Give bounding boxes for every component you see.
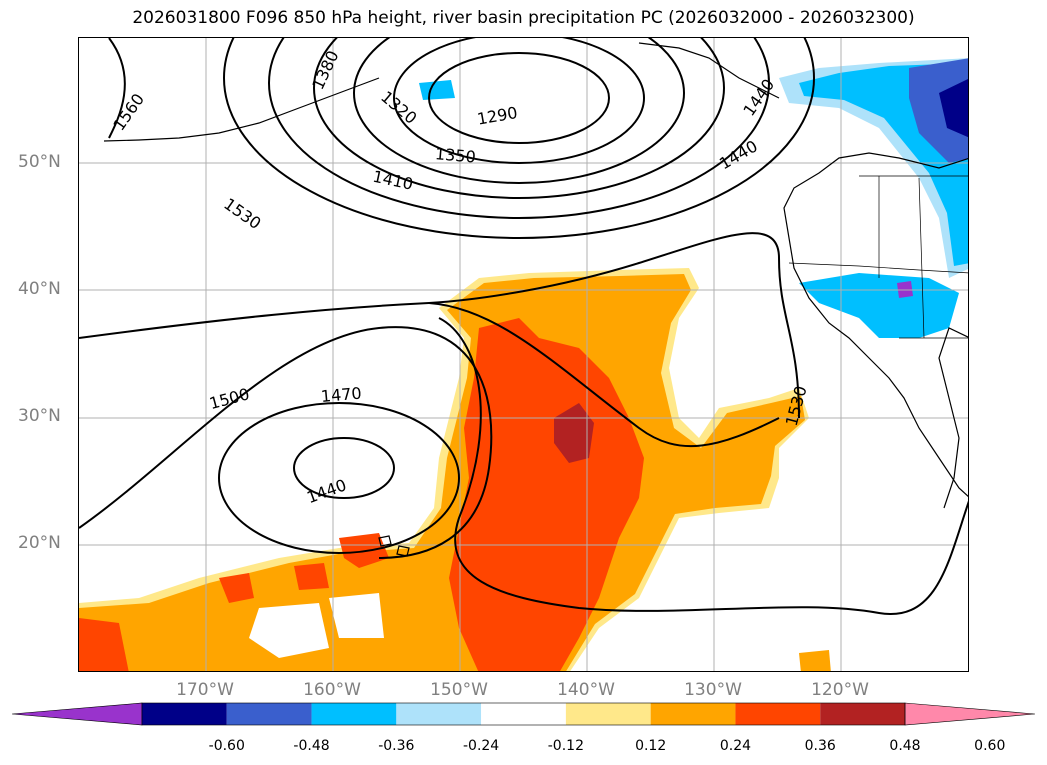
colorbar-tick-label: -0.24 <box>462 738 500 754</box>
colorbar-segment <box>735 703 821 725</box>
lat-label-40n: 40°N <box>18 279 61 299</box>
contour-label: 1440 <box>304 475 349 507</box>
contour-label: 1380 <box>308 48 342 93</box>
colorbar-tick-label: 0.48 <box>889 738 921 754</box>
lon-label-160w: 160°W <box>303 680 361 700</box>
map-panel: 1560 1380 1320 1290 1350 1410 1530 1440 … <box>78 37 969 672</box>
contour-label: 1560 <box>109 90 148 134</box>
height-contours <box>79 38 968 616</box>
colorbar-segment <box>650 703 736 725</box>
colorbar-tick-label: 0.36 <box>804 738 836 754</box>
map-title: 2026031800 F096 850 hPa height, river ba… <box>132 8 915 28</box>
contour-label: 1320 <box>377 87 420 128</box>
lon-label-130w: 130°W <box>684 680 742 700</box>
colorbar-outline <box>141 702 906 726</box>
colorbar <box>11 702 1036 726</box>
positive-precip-shading <box>79 268 831 671</box>
lat-label-50n: 50°N <box>18 152 61 172</box>
colorbar-tick-label: 0.12 <box>635 738 667 754</box>
lon-label-140w: 140°W <box>557 680 615 700</box>
contour-label: 1440 <box>716 136 761 173</box>
map-canvas: 1560 1380 1320 1290 1350 1410 1530 1440 … <box>79 38 968 671</box>
lat-label-20n: 20°N <box>18 533 61 553</box>
contour-label: 1530 <box>782 384 811 428</box>
colorbar-tick-label: -0.48 <box>293 738 330 754</box>
colorbar-segment <box>481 703 566 725</box>
political-borders <box>788 175 968 339</box>
contour-label: 1470 <box>320 383 362 405</box>
lon-label-120w: 120°W <box>811 680 869 700</box>
colorbar-segment <box>565 703 651 725</box>
colorbar-segment <box>142 703 227 725</box>
colorbar-tick-label: -0.12 <box>547 738 584 754</box>
colorbar-extend-low <box>11 702 143 726</box>
colorbar-segment <box>396 703 482 725</box>
colorbar-tick-label: 0.24 <box>719 738 752 754</box>
contour-label: 1500 <box>207 384 251 413</box>
contour-label: 1440 <box>739 75 778 119</box>
contour-label: 1410 <box>371 167 415 194</box>
colorbar-extend-high <box>904 702 1036 726</box>
lon-label-150w: 150°W <box>430 680 488 700</box>
contour-label: 1530 <box>220 194 264 233</box>
colorbar-tick-label: -0.36 <box>378 738 415 754</box>
colorbar-segment <box>820 703 905 725</box>
colorbar-segment <box>226 703 312 725</box>
colorbar-tick-label: 0.60 <box>974 738 1006 754</box>
colorbar-tick-label: -0.60 <box>208 738 245 754</box>
colorbar-segment <box>311 703 397 725</box>
negative-precip-shading <box>419 58 968 338</box>
contour-label: 1290 <box>476 103 519 129</box>
lon-label-170w: 170°W <box>176 680 234 700</box>
contour-label: 1350 <box>434 144 476 166</box>
lat-label-30n: 30°N <box>18 406 61 426</box>
colorbar-segments <box>11 702 1036 726</box>
